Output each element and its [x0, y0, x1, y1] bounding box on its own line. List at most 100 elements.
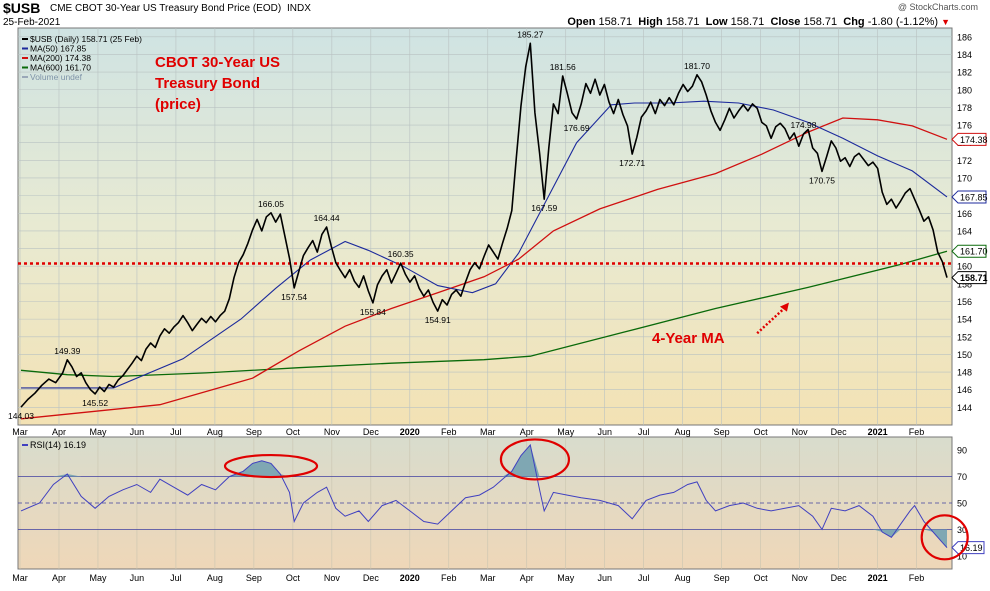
close-label: Close [770, 16, 801, 28]
rsi-x-tick-label: Mar [480, 573, 496, 583]
rsi-x-tick-label: Feb [909, 573, 925, 583]
symbol-description: CME CBOT 30-Year US Treasury Bond Price … [50, 3, 311, 14]
price-x-tick-label: Sep [714, 427, 730, 437]
rsi-x-tick-label: 2020 [400, 573, 420, 583]
axis-price-tag-bg [951, 244, 987, 258]
price-point-label: 185.27 [517, 29, 543, 39]
price-x-tick-label: Oct [754, 427, 769, 437]
price-x-tick-label: Jul [170, 427, 182, 437]
price-x-tick-label: Aug [675, 427, 691, 437]
rsi-x-tick-label: Oct [286, 573, 301, 583]
price-panel-bg [17, 27, 953, 426]
price-y-tick-label: 186 [957, 32, 972, 42]
legend-entry: MA(50) 167.85 [30, 44, 86, 54]
legend-entry: MA(200) 174.38 [30, 53, 91, 63]
price-x-tick-label: Aug [207, 427, 223, 437]
price-x-tick-label: Apr [520, 427, 534, 437]
price-y-tick-label: 184 [957, 50, 972, 60]
price-point-label: 172.71 [619, 158, 645, 168]
price-y-tick-label: 158 [957, 279, 972, 289]
rsi-x-tick-label: Mar [12, 573, 28, 583]
rsi-x-tick-label: Apr [52, 573, 66, 583]
price-point-label: 176.69 [564, 123, 590, 133]
price-point-label: 160.35 [388, 249, 414, 259]
down-arrow-icon: ▼ [941, 17, 950, 27]
price-y-tick-label: 146 [957, 385, 972, 395]
rsi-x-tick-label: May [557, 573, 575, 583]
rsi-latest-tag-bg [951, 541, 985, 555]
price-point-label: 145.52 [82, 398, 108, 408]
price-y-tick-label: 164 [957, 226, 972, 236]
axis-price-tag-label: 158.71 [960, 273, 988, 283]
rsi-x-tick-label: Dec [831, 573, 848, 583]
ma-annotation-label: 4-Year MA [652, 330, 725, 347]
price-y-tick-label: 180 [957, 85, 972, 95]
ma50-line [21, 100, 948, 389]
price-y-tick-label: 166 [957, 209, 972, 219]
price-point-label: 155.84 [360, 307, 386, 317]
watermark: @ StockCharts.com [897, 2, 978, 12]
axis-price-tag-bg [951, 271, 987, 285]
chart-title-line: CBOT 30-Year US [155, 54, 280, 71]
axis-price-tag-bg [951, 132, 987, 146]
price-x-tick-label: Feb [909, 427, 925, 437]
rsi-x-tick-label: Feb [441, 573, 457, 583]
price-point-label: 144.03 [8, 411, 34, 421]
rsi-x-tick-label: Aug [207, 573, 223, 583]
rsi-legend-entry: RSI(14) 16.19 [30, 440, 86, 450]
rsi-y-tick-label: 50 [957, 499, 967, 509]
chart-title-line: (price) [155, 96, 201, 113]
price-x-tick-label: May [557, 427, 575, 437]
symbol-title: $USB [3, 0, 41, 16]
price-x-tick-label: Mar [12, 427, 28, 437]
price-y-tick-label: 172 [957, 156, 972, 166]
price-point-label: 167.59 [531, 203, 557, 213]
price-point-label: 166.05 [258, 199, 284, 209]
legend-entry: $USB (Daily) 158.71 (25 Feb) [30, 34, 142, 44]
price-point-label: 181.56 [550, 62, 576, 72]
rsi-x-tick-label: Apr [520, 573, 534, 583]
axis-price-tag-label: 161.70 [960, 247, 988, 257]
exchange-text: INDX [286, 3, 311, 14]
rsi-x-tick-label: Jul [638, 573, 650, 583]
open-label: Open [567, 16, 596, 28]
axis-price-tag-label: 167.85 [960, 192, 988, 202]
legend-entry: Volume undef [30, 72, 83, 82]
ma200-line [20, 117, 948, 420]
ma-annotation-arrowhead [779, 302, 789, 312]
legend-entry: MA(600) 161.70 [30, 63, 91, 73]
price-point-label: 149.39 [54, 346, 80, 356]
price-x-tick-label: Nov [324, 427, 341, 437]
price-x-tick-label: Jun [130, 427, 145, 437]
rsi-highlight-circle [920, 514, 969, 561]
low-value: 158.71 [730, 16, 765, 28]
rsi-x-tick-label: Dec [363, 573, 380, 583]
price-point-label: 154.91 [425, 315, 451, 325]
axis-price-tag-bg [951, 190, 987, 204]
rsi-x-tick-label: May [89, 573, 107, 583]
rsi-line [20, 443, 948, 548]
price-x-tick-label: Oct [286, 427, 301, 437]
price-y-tick-label: 150 [957, 350, 972, 360]
price-x-tick-label: Jun [597, 427, 612, 437]
price-point-label: 157.54 [281, 292, 307, 302]
price-y-tick-label: 182 [957, 68, 972, 78]
price-y-tick-label: 160 [957, 262, 972, 272]
open-value: 158.71 [598, 16, 633, 28]
price-point-label: 164.44 [314, 213, 340, 223]
price-y-tick-label: 178 [957, 103, 972, 113]
high-label: High [638, 16, 663, 28]
price-x-tick-label: Nov [792, 427, 809, 437]
price-x-tick-label: Sep [246, 427, 262, 437]
quote-bar: Open 158.71 High 158.71 Low 158.71 Close… [567, 16, 950, 28]
price-y-tick-label: 152 [957, 332, 972, 342]
price-x-tick-label: Dec [831, 427, 848, 437]
rsi-y-tick-label: 30 [957, 525, 967, 535]
price-y-tick-label: 156 [957, 297, 972, 307]
rsi-x-tick-label: 2021 [868, 573, 888, 583]
price-point-label: 170.75 [809, 175, 835, 185]
ma600-line [20, 250, 948, 378]
rsi-x-tick-label: Sep [714, 573, 730, 583]
